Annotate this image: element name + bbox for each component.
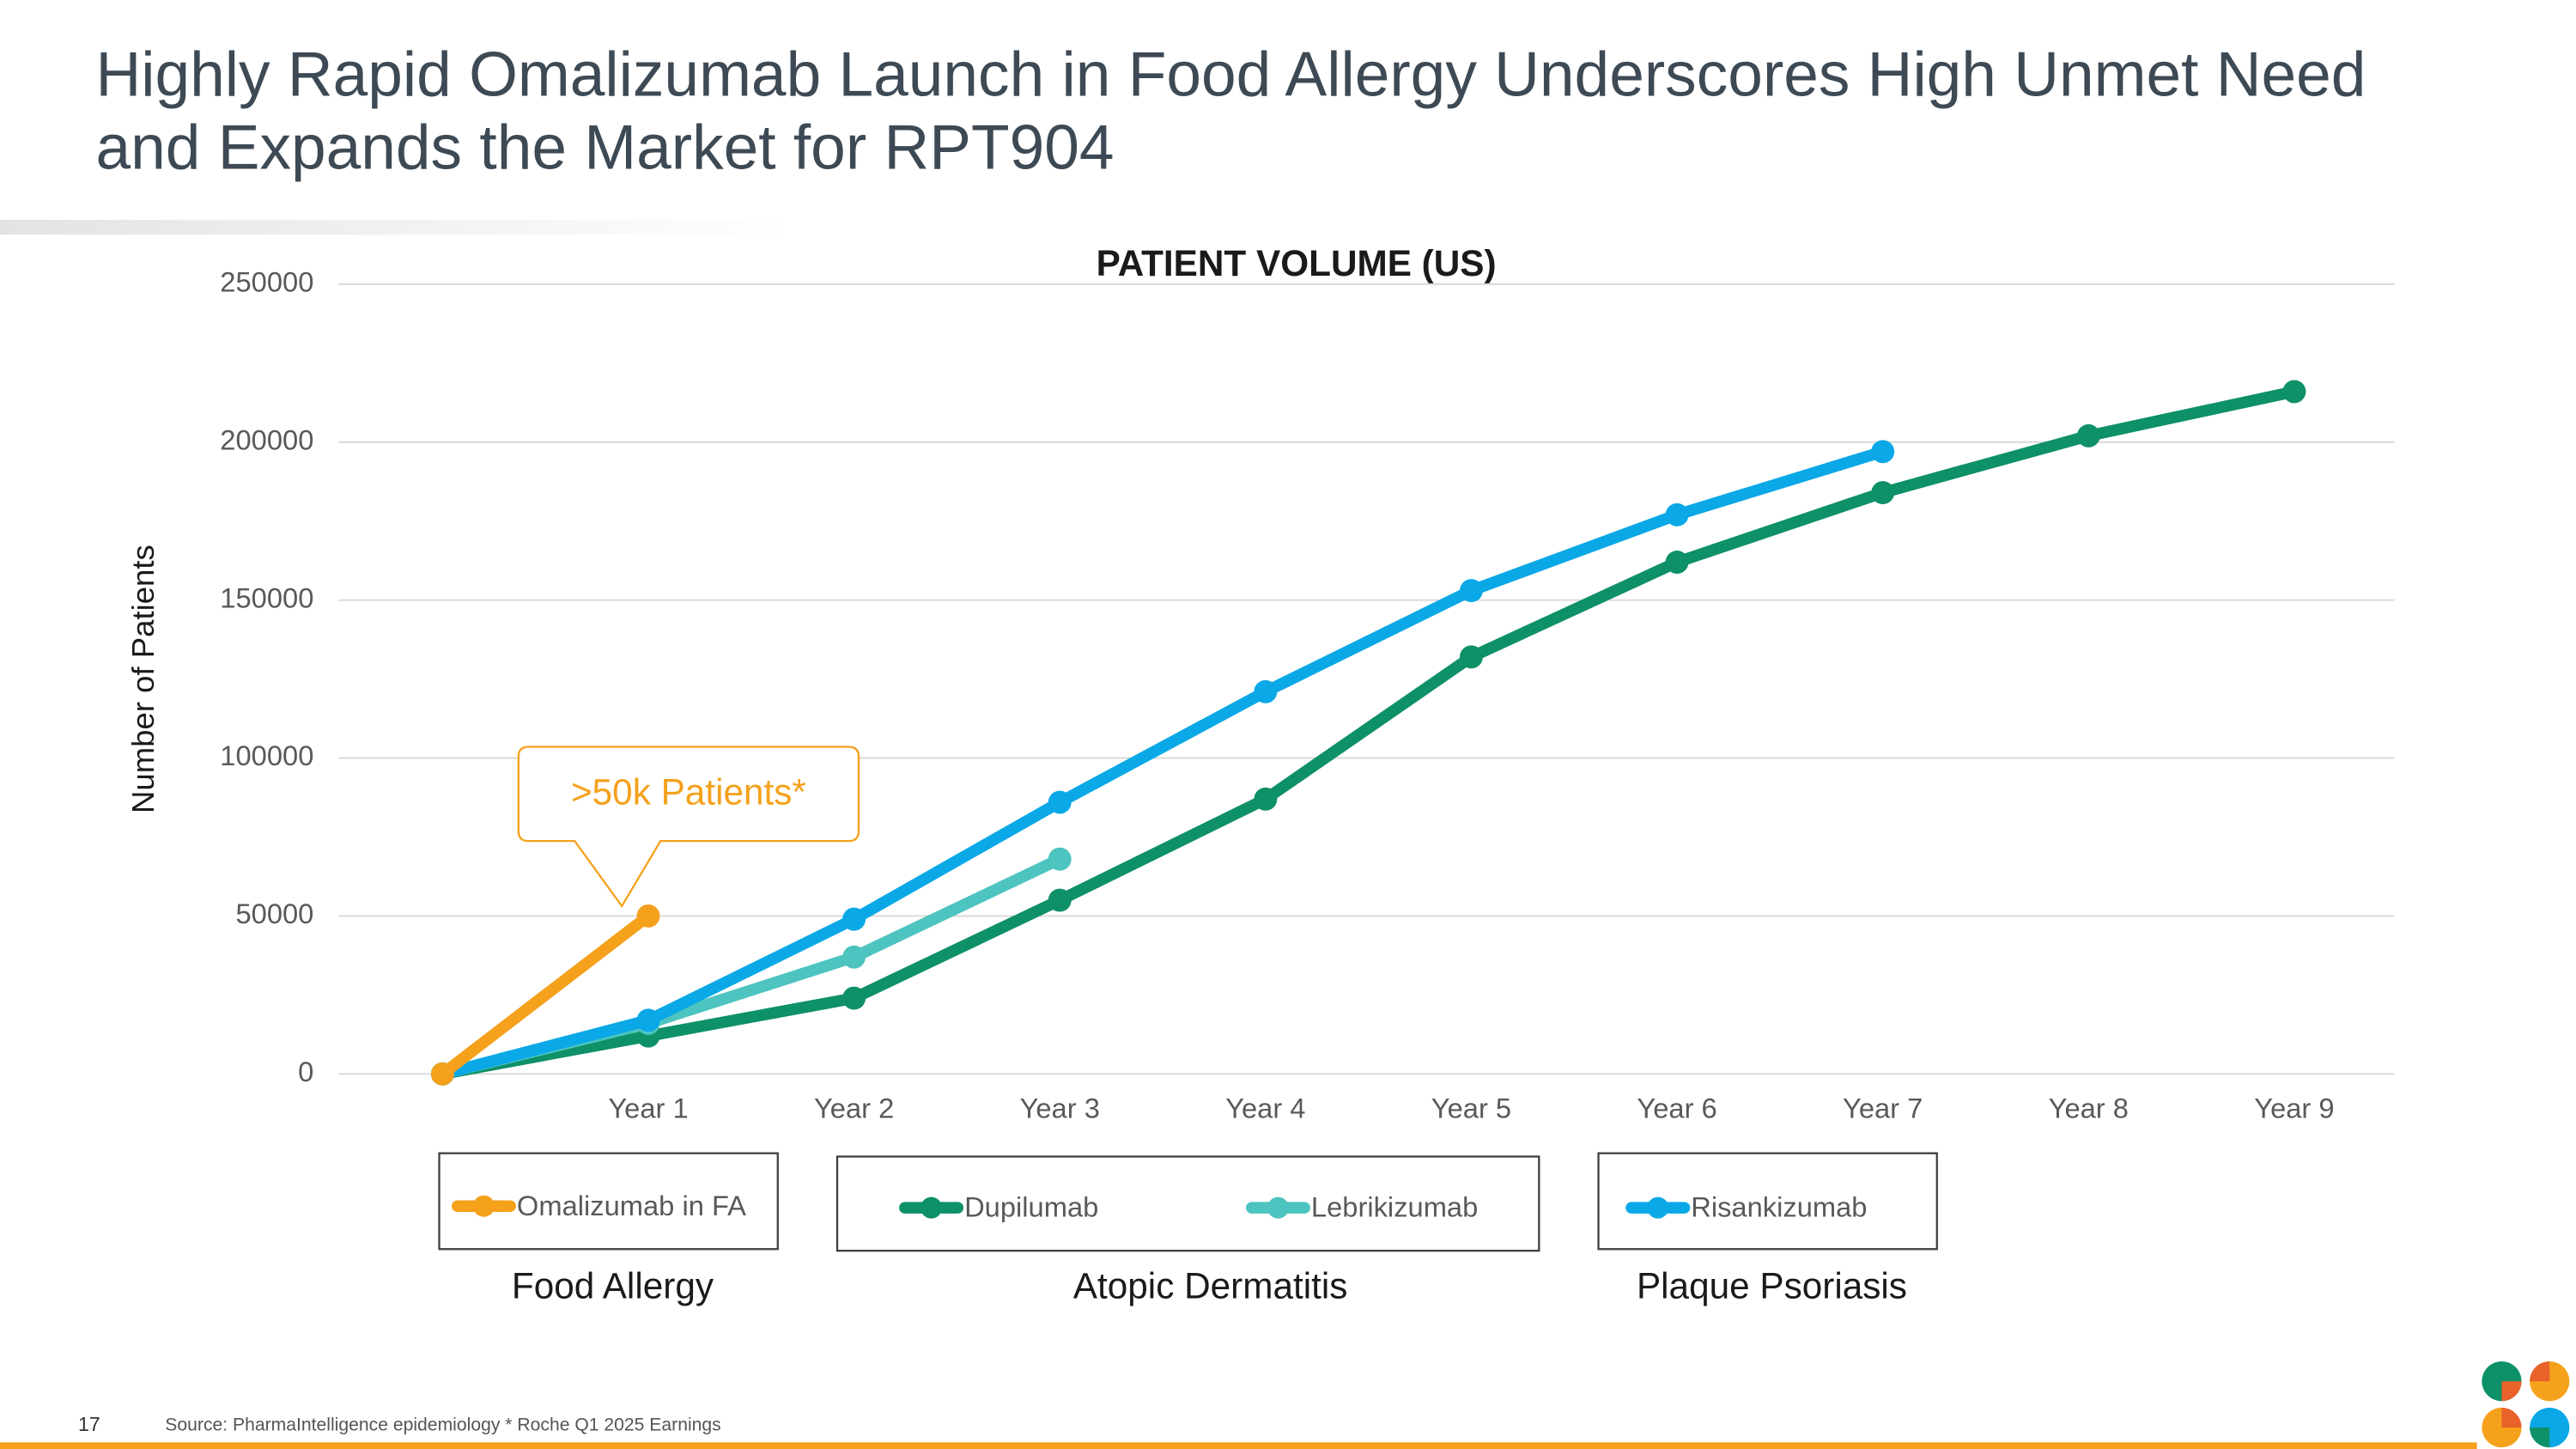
- y-tick-label: 50000: [235, 898, 313, 929]
- y-tick-label: 150000: [220, 581, 313, 613]
- legend-box: [438, 1152, 779, 1251]
- marker: [1048, 790, 1072, 814]
- marker: [430, 1062, 454, 1086]
- marker: [1460, 645, 1483, 669]
- legend-label: Omalizumab in FA: [517, 1190, 746, 1221]
- marker: [842, 986, 866, 1010]
- legend-swatch: [920, 1196, 943, 1219]
- marker: [1254, 679, 1278, 703]
- marker: [1871, 440, 1895, 464]
- x-tick-label: Year 9: [2254, 1092, 2334, 1123]
- marker: [1665, 502, 1689, 527]
- y-tick-label: 0: [298, 1056, 313, 1087]
- logo: [2482, 1361, 2570, 1448]
- legend-group-label: Atopic Dermatitis: [1073, 1266, 1348, 1306]
- marker: [1871, 481, 1895, 505]
- annotation: >50k Patients*: [571, 771, 806, 812]
- legend-group-label: Plaque Psoriasis: [1637, 1266, 1907, 1306]
- marker: [1048, 847, 1072, 871]
- slide-title: and Expands the Market for RPT904: [96, 113, 1115, 182]
- marker: [636, 1008, 660, 1032]
- x-tick-label: Year 3: [1020, 1092, 1100, 1123]
- legend-label: Risankizumab: [1691, 1191, 1867, 1223]
- legend-label: Dupilumab: [964, 1191, 1098, 1223]
- legend-swatch: [472, 1195, 495, 1217]
- source-note: Source: PharmaIntelligence epidemiology …: [165, 1416, 720, 1435]
- legend-swatch: [1647, 1196, 1669, 1219]
- marker: [842, 945, 866, 969]
- series-line: [436, 446, 1889, 1081]
- marker: [1460, 579, 1483, 603]
- marker: [636, 904, 660, 928]
- footer-bar: [0, 1442, 2477, 1449]
- legend-group-label: Food Allergy: [512, 1266, 714, 1306]
- marker: [1254, 787, 1278, 811]
- x-tick-label: Year 2: [814, 1092, 894, 1123]
- x-tick-label: Year 4: [1225, 1092, 1305, 1123]
- marker: [1665, 551, 1689, 574]
- series-line: [436, 910, 654, 1081]
- title-rule: [0, 219, 793, 235]
- chart-title: PATIENT VOLUME (US): [1097, 243, 1497, 283]
- y-tick-label: 100000: [220, 740, 313, 771]
- y-axis-label: Number of Patients: [125, 545, 161, 813]
- marker: [2076, 423, 2100, 447]
- legend-box: [835, 1155, 1540, 1252]
- page-number: 17: [78, 1413, 100, 1435]
- series-line: [436, 386, 2300, 1081]
- slide-title: Highly Rapid Omalizumab Launch in Food A…: [96, 40, 2366, 110]
- y-tick-label: 200000: [220, 423, 313, 455]
- legend-label: Lebrikizumab: [1311, 1191, 1478, 1223]
- marker: [2282, 380, 2306, 404]
- marker: [1048, 888, 1072, 912]
- x-tick-label: Year 8: [2049, 1092, 2129, 1123]
- annotation-callout: [517, 746, 860, 909]
- x-tick-label: Year 6: [1637, 1092, 1716, 1123]
- marker: [842, 907, 866, 931]
- x-tick-label: Year 1: [608, 1092, 688, 1123]
- y-tick-label: 250000: [220, 265, 313, 297]
- legend-box: [1597, 1152, 1938, 1251]
- x-tick-label: Year 5: [1431, 1092, 1511, 1123]
- x-tick-label: Year 7: [1843, 1092, 1923, 1123]
- legend-swatch: [1267, 1196, 1289, 1219]
